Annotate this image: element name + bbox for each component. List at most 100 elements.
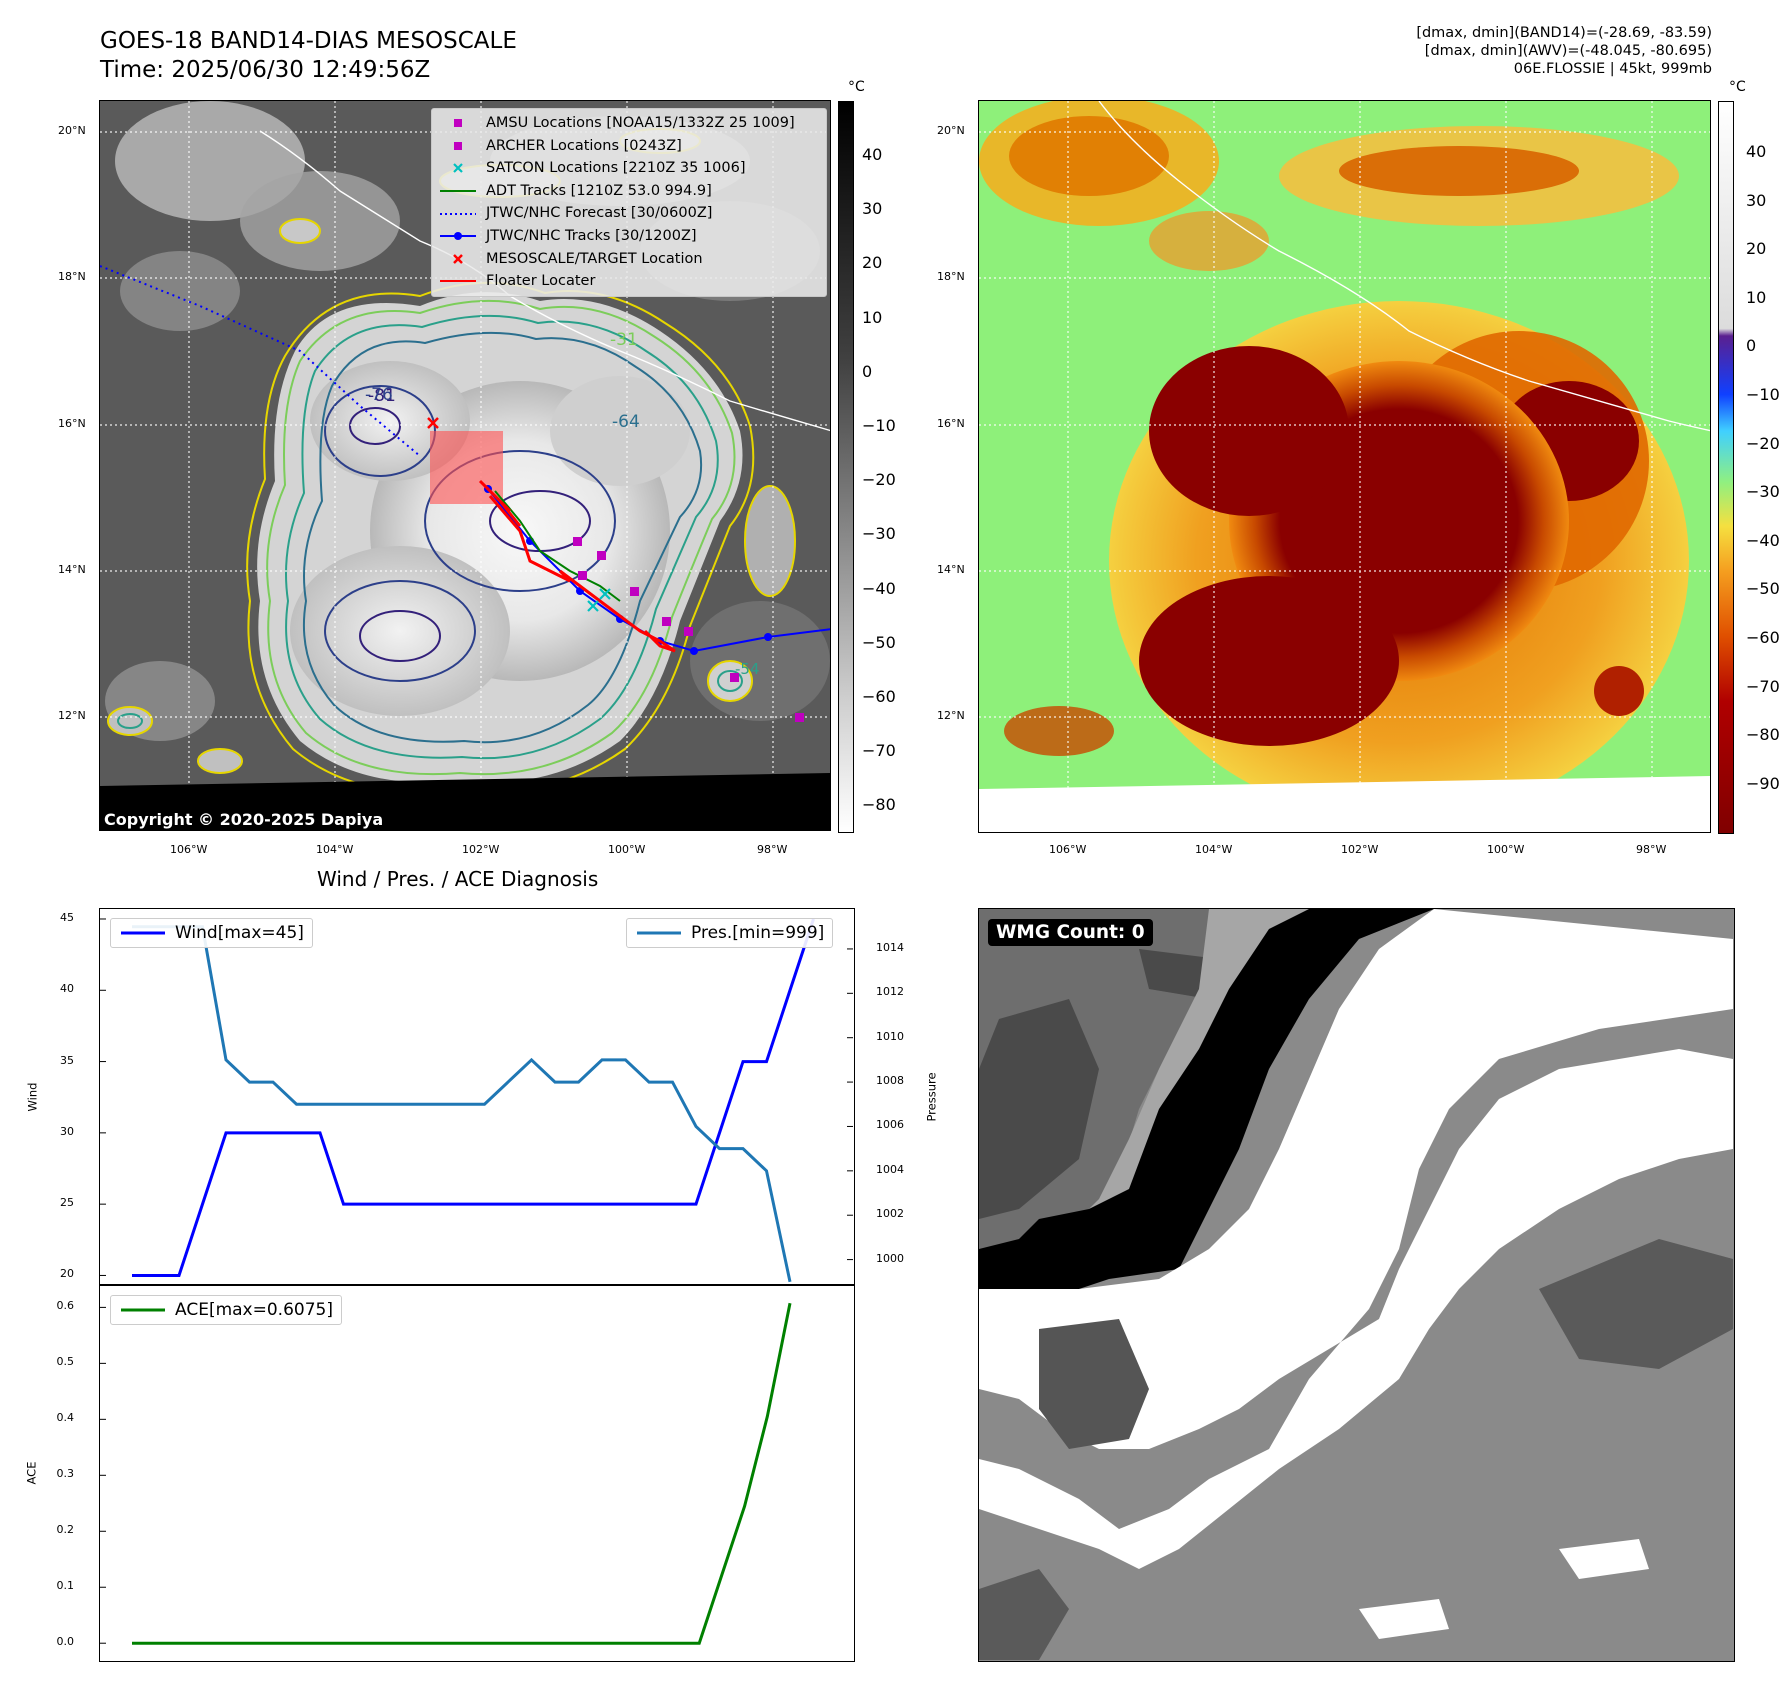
pressure-line	[132, 925, 792, 1283]
lon-label: 102°W	[1341, 843, 1379, 856]
colorbar-color	[1718, 101, 1734, 834]
pressure-tick-label: 1014	[876, 940, 904, 954]
colorbar-tick-label: −20	[862, 470, 896, 490]
colorbar-tick-label: 10	[1746, 287, 1767, 307]
wind-tick-label: 20	[60, 1267, 74, 1281]
lon-label: 106°W	[170, 843, 208, 856]
ace-tick-label: 0.1	[56, 1579, 75, 1593]
contour-label: -64	[612, 412, 640, 432]
lon-label: 98°W	[1636, 843, 1667, 856]
legend-item-floater: Floater Locater	[440, 273, 596, 290]
pressure-tick-label: 1008	[876, 1074, 904, 1088]
colorbar-tick-label: −60	[862, 687, 896, 706]
legend-item-adt: ADT Tracks [1210Z 53.0 994.9]	[440, 182, 712, 199]
colorbar-tick-label: −50	[1746, 579, 1780, 599]
ace-axis-label: ACE	[24, 1461, 39, 1485]
colorbar-tick-label: 0	[1746, 336, 1757, 356]
lat-label: 20°N	[937, 124, 965, 137]
wind-pressure-plot	[100, 918, 853, 1283]
legend-item-amsu: AMSU Locations [NOAA15/1332Z 25 1009]	[438, 112, 820, 135]
lat-label: 14°N	[58, 563, 86, 576]
track-legend: AMSU Locations [NOAA15/1332Z 25 1009] AR…	[431, 108, 827, 297]
colorbar-tick-label: −40	[1746, 530, 1780, 550]
pressure-legend: Pres.[min=999]	[626, 918, 834, 948]
colorbar-tick-label: 30	[862, 199, 883, 219]
info-line1: [dmax, dmin](BAND14)=(-28.69, -83.59)	[1416, 25, 1712, 41]
colorbar-tick-label: 0	[862, 361, 873, 381]
ace-tick-label: 0.0	[56, 1635, 75, 1649]
lat-label: 16°N	[937, 417, 965, 430]
color-map-image	[979, 101, 1710, 832]
pressure-tick-label: 1000	[876, 1251, 904, 1265]
ace-tick-label: 0.5	[56, 1355, 75, 1369]
copyright-text: Copyright © 2020-2025 Dapiya	[104, 810, 384, 829]
wind-pressure-chart	[99, 908, 855, 1286]
colorbar-tick-label: −30	[1746, 482, 1780, 502]
wind-legend: Wind[max=45]	[110, 918, 313, 948]
lon-label: 100°W	[1487, 843, 1525, 856]
pressure-tick-label: 1004	[876, 1162, 904, 1176]
wind-tick-label: 40	[60, 982, 74, 996]
wind-tick-label: 25	[60, 1196, 74, 1210]
colorbar-tick-label: 40	[862, 145, 883, 164]
colorbar-tick-label: −80	[1746, 725, 1780, 745]
pressure-axis-label: Pressure	[924, 1072, 939, 1122]
info-line3: 06E.FLOSSIE | 45kt, 999mb	[1513, 61, 1712, 77]
colorbar-tick-label: −90	[1746, 773, 1780, 793]
colorbar-tick-label: −30	[862, 524, 896, 544]
contour-label: -81	[368, 386, 396, 406]
lat-label: 18°N	[937, 270, 965, 283]
lon-label: 104°W	[316, 843, 354, 856]
pressure-tick-label: 1010	[876, 1029, 904, 1043]
contour-label: -54	[735, 660, 760, 678]
chart-title-line1: GOES-18 BAND14-DIAS MESOSCALE	[100, 28, 517, 54]
colorbar-gray	[838, 101, 854, 833]
legend-item-archer: ARCHER Locations [0243Z]	[438, 135, 820, 158]
color-map-panel	[978, 100, 1711, 833]
ace-tick-label: 0.3	[56, 1467, 75, 1481]
lon-label: 106°W	[1049, 843, 1087, 856]
colorbar-tick-label: −40	[862, 578, 896, 598]
lat-label: 12°N	[58, 709, 86, 722]
wind-tick-label: 30	[60, 1124, 74, 1138]
wmg-count-label: WMG Count: 0	[988, 919, 1153, 946]
lon-label: 98°W	[757, 843, 788, 856]
ace-tick-label: 0.2	[56, 1523, 75, 1537]
colorbar-color-unit: °C	[1729, 79, 1746, 95]
contour-label: -31	[610, 330, 638, 350]
lon-label: 102°W	[462, 843, 500, 856]
lat-label: 14°N	[937, 563, 965, 576]
lon-label: 104°W	[1195, 843, 1233, 856]
pressure-tick-label: 1012	[876, 985, 904, 999]
chart-title-line2: Time: 2025/06/30 12:49:56Z	[100, 57, 431, 83]
ace-chart	[99, 1284, 855, 1662]
legend-item-forecast: JTWC/NHC Forecast [30/0600Z]	[440, 205, 713, 222]
colorbar-tick-label: −70	[862, 741, 896, 761]
colorbar-tick-label: −80	[862, 795, 896, 815]
wmg-panel	[978, 908, 1735, 1662]
colorbar-tick-label: 20	[862, 253, 883, 273]
colorbar-tick-label: −50	[862, 632, 896, 652]
colorbar-tick-label: 10	[862, 307, 883, 327]
colorbar-tick-label: −10	[862, 416, 896, 435]
diagnosis-title: Wind / Pres. / ACE Diagnosis	[317, 867, 599, 891]
ace-tick-label: 0.6	[56, 1299, 75, 1313]
colorbar-tick-label: 40	[1746, 142, 1767, 161]
colorbar-tick-label: −20	[1746, 433, 1780, 453]
legend-item-satcon: SATCON Locations [2210Z 35 1006]	[438, 157, 820, 180]
ace-tick-label: 0.4	[56, 1411, 75, 1425]
contour-label: -76	[365, 385, 393, 405]
lat-label: 18°N	[58, 270, 86, 283]
colorbar-tick-label: 20	[1746, 239, 1767, 259]
lat-label: 12°N	[937, 709, 965, 722]
ace-legend: ACE[max=0.6075]	[110, 1295, 342, 1325]
ace-line	[132, 1302, 792, 1645]
lon-label: 100°W	[608, 843, 646, 856]
wmg-image	[979, 909, 1733, 1660]
colorbar-gray-unit: °C	[848, 79, 865, 95]
wind-line	[132, 918, 815, 1277]
colorbar-tick-label: −70	[1746, 676, 1780, 696]
info-line2: [dmax, dmin](AWV)=(-48.045, -80.695)	[1424, 43, 1712, 59]
wind-tick-label: 35	[60, 1053, 74, 1067]
legend-item-target: MESOSCALE/TARGET Location	[438, 248, 820, 271]
